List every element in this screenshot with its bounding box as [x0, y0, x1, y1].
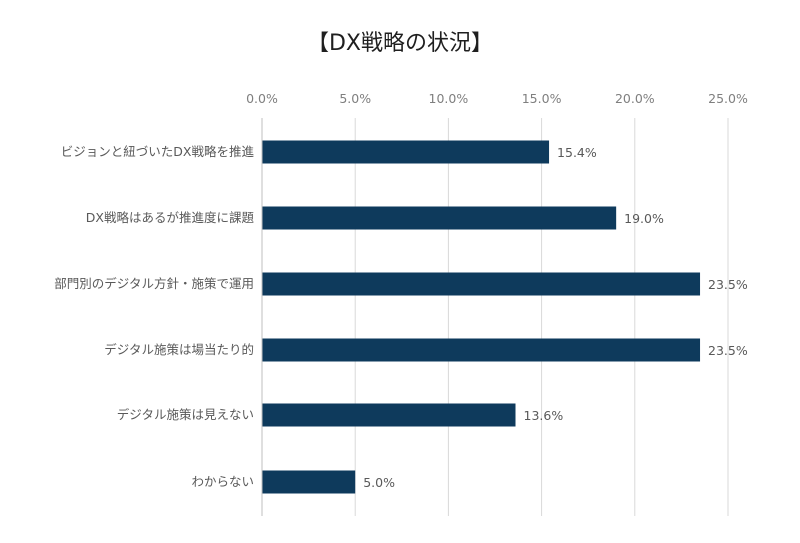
category-label: デジタル施策は場当たり的	[104, 342, 254, 357]
chart-title: 【DX戦略の状況】	[307, 31, 493, 56]
data-labels: 15.4% 19.0% 23.5% 23.5% 13.6% 5.0%	[363, 145, 748, 490]
x-axis-tick-labels: 0.0% 5.0% 10.0% 15.0% 20.0% 25.0%	[246, 91, 748, 106]
category-labels: ビジョンと紐づいたDX戦略を推進 DX戦略はあるが推進度に課題部門別のデジタル方針…	[54, 144, 254, 489]
data-label: 23.5%	[708, 277, 748, 292]
category-label: 部門別のデジタル方針・施策で運用	[54, 276, 254, 291]
data-label: 23.5%	[708, 343, 748, 358]
data-label: 5.0%	[363, 475, 395, 490]
bar	[262, 272, 701, 296]
data-label: 13.6%	[524, 408, 564, 423]
data-label: 19.0%	[624, 211, 664, 226]
x-tick-label: 10.0%	[429, 91, 469, 106]
bar	[262, 338, 701, 362]
x-tick-label: 25.0%	[708, 91, 748, 106]
category-label: ビジョンと紐づいたDX戦略を推進	[61, 144, 255, 159]
category-label: わからない	[191, 474, 254, 489]
x-tick-label: 5.0%	[339, 91, 371, 106]
bar	[262, 470, 356, 494]
bar	[262, 403, 516, 427]
category-label: DX戦略はあるが推進度に課題	[86, 210, 255, 225]
bars	[262, 140, 701, 494]
bar	[262, 140, 550, 164]
x-tick-label: 15.0%	[522, 91, 562, 106]
category-label: デジタル施策は見えない	[117, 407, 254, 422]
data-label: 15.4%	[557, 145, 597, 160]
x-tick-label: 20.0%	[615, 91, 655, 106]
x-tick-label: 0.0%	[246, 91, 278, 106]
bar	[262, 206, 617, 230]
gridlines	[354, 118, 729, 516]
